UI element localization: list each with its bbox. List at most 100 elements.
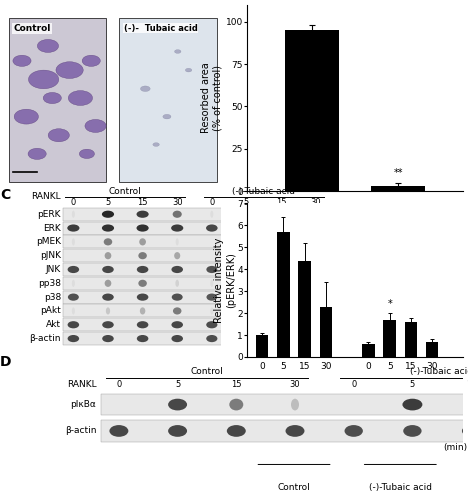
Ellipse shape [67, 224, 80, 232]
Bar [299, 260, 311, 357]
Ellipse shape [278, 308, 284, 314]
Ellipse shape [102, 266, 114, 273]
Ellipse shape [102, 224, 114, 232]
Ellipse shape [168, 425, 187, 437]
Text: (-)-Tubaic acid: (-)-Tubaic acid [369, 483, 432, 492]
Ellipse shape [279, 238, 283, 246]
Text: (-)-  Tubaic acid: (-)- Tubaic acid [124, 24, 197, 32]
Text: β-actin: β-actin [65, 426, 96, 436]
Text: 5: 5 [410, 380, 415, 388]
FancyBboxPatch shape [101, 420, 468, 442]
FancyBboxPatch shape [63, 304, 326, 318]
Text: +: + [421, 250, 428, 260]
Ellipse shape [82, 55, 100, 66]
Ellipse shape [276, 321, 287, 328]
Ellipse shape [102, 335, 114, 342]
Bar [256, 335, 269, 357]
Ellipse shape [140, 86, 150, 92]
Ellipse shape [243, 210, 249, 218]
Ellipse shape [37, 40, 58, 52]
Text: 5: 5 [105, 198, 110, 207]
Text: 30: 30 [290, 380, 300, 388]
Text: 5: 5 [244, 198, 249, 207]
Ellipse shape [244, 308, 249, 314]
Ellipse shape [314, 210, 317, 218]
FancyBboxPatch shape [63, 332, 326, 345]
Ellipse shape [206, 321, 218, 328]
Ellipse shape [173, 210, 182, 218]
Text: (-)-Tubaic acid: (-)-Tubaic acid [410, 366, 468, 376]
Ellipse shape [72, 280, 75, 287]
Text: 30: 30 [310, 198, 321, 207]
Ellipse shape [43, 92, 61, 104]
Ellipse shape [206, 224, 218, 232]
Ellipse shape [206, 294, 217, 300]
Ellipse shape [210, 280, 213, 287]
Ellipse shape [153, 142, 160, 146]
Ellipse shape [13, 55, 31, 66]
Bar [383, 320, 396, 357]
Text: p38: p38 [44, 292, 61, 302]
Ellipse shape [137, 294, 148, 300]
Bar [277, 232, 290, 357]
Ellipse shape [310, 294, 321, 300]
FancyBboxPatch shape [119, 18, 217, 182]
Text: 0: 0 [116, 380, 122, 388]
Text: 15: 15 [137, 198, 148, 207]
Text: RANKL: RANKL [31, 192, 61, 201]
Ellipse shape [139, 252, 147, 260]
FancyBboxPatch shape [9, 18, 106, 182]
Bar [320, 306, 332, 357]
Bar [426, 342, 439, 357]
FancyBboxPatch shape [63, 263, 326, 276]
Ellipse shape [241, 321, 252, 328]
Text: JNK: JNK [46, 265, 61, 274]
Y-axis label: Relative intensity
(pERK/ERK): Relative intensity (pERK/ERK) [214, 238, 236, 323]
Ellipse shape [67, 335, 79, 342]
Ellipse shape [72, 238, 75, 246]
Text: 0: 0 [209, 198, 214, 207]
Ellipse shape [48, 128, 69, 142]
Text: +: + [421, 214, 428, 222]
Ellipse shape [176, 280, 179, 287]
FancyBboxPatch shape [63, 222, 326, 234]
FancyBboxPatch shape [63, 236, 326, 248]
Text: M-CSF: M-CSF [251, 214, 279, 222]
Text: 15: 15 [231, 380, 241, 388]
Ellipse shape [29, 70, 59, 88]
Text: (min): (min) [444, 443, 468, 452]
Ellipse shape [14, 109, 38, 124]
Text: pAkt: pAkt [40, 306, 61, 316]
Ellipse shape [72, 308, 75, 314]
Ellipse shape [344, 425, 363, 437]
Text: (-)-Tubaic acid: (-)-Tubaic acid [232, 187, 295, 196]
Text: Control: Control [13, 24, 51, 32]
Ellipse shape [276, 266, 287, 273]
Ellipse shape [171, 321, 183, 328]
Ellipse shape [176, 238, 179, 246]
FancyBboxPatch shape [63, 249, 326, 262]
Text: Control: Control [278, 483, 310, 492]
Ellipse shape [110, 425, 128, 437]
Text: +: + [421, 232, 428, 241]
Text: RANKL: RANKL [67, 380, 96, 388]
Ellipse shape [242, 280, 250, 287]
Ellipse shape [275, 224, 287, 232]
Ellipse shape [206, 266, 217, 273]
Ellipse shape [241, 335, 252, 342]
Ellipse shape [137, 335, 148, 342]
Ellipse shape [276, 294, 286, 300]
Ellipse shape [403, 425, 422, 437]
Text: 0: 0 [351, 380, 356, 388]
Ellipse shape [241, 224, 253, 232]
Ellipse shape [68, 294, 79, 300]
Text: pJNK: pJNK [40, 251, 61, 260]
Ellipse shape [227, 425, 246, 437]
Text: D: D [0, 356, 12, 370]
Text: pp38: pp38 [38, 279, 61, 288]
Text: **: ** [394, 168, 403, 178]
Ellipse shape [243, 238, 249, 246]
Ellipse shape [85, 120, 106, 132]
Ellipse shape [210, 308, 213, 314]
Ellipse shape [241, 294, 252, 300]
